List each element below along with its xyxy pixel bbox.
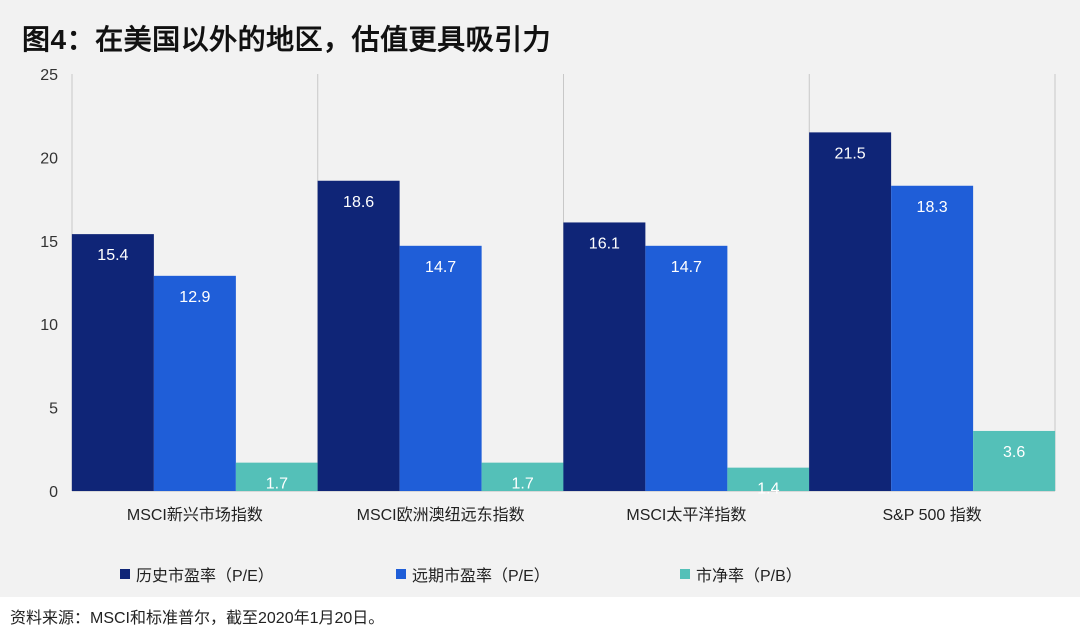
bar — [891, 185, 974, 492]
chart-legend: 历史市盈率（P/E） 远期市盈率（P/E） 市净率（P/B） — [0, 562, 1080, 586]
legend-item: 历史市盈率（P/E） — [120, 562, 274, 586]
bar — [563, 222, 646, 491]
bar-value-label: 14.7 — [425, 259, 456, 276]
bar — [481, 462, 564, 491]
chart-panel: 图4：在美国以外的地区，估值更具吸引力 0 5 10 15 20 25 15.4 12.9 1.… — [0, 0, 1080, 597]
bar — [727, 467, 810, 491]
bar — [153, 275, 236, 491]
bar-value-label: 12.9 — [179, 289, 210, 306]
source-note: 资料来源：MSCI和标准普尔，截至2020年1月20日。 — [10, 610, 385, 627]
chart-title: 图4：在美国以外的地区，估值更具吸引力 — [22, 24, 552, 55]
bar-value-label: 18.3 — [917, 199, 948, 216]
bar-value-label: 1.7 — [512, 476, 534, 493]
bar-value-label: 1.4 — [757, 481, 779, 498]
legend-label: 历史市盈率（P/E） — [136, 568, 274, 585]
legend-swatch — [396, 569, 406, 579]
bar-value-label: 15.4 — [97, 247, 128, 264]
bar — [71, 234, 154, 492]
y-tick-label: 25 — [40, 67, 58, 84]
legend-label: 远期市盈率（P/E） — [412, 568, 550, 585]
x-category-label: MSCI欧洲澳纽远东指数 — [357, 506, 525, 524]
x-category-label: MSCI新兴市场指数 — [127, 506, 263, 524]
bar — [973, 430, 1056, 491]
bar — [645, 245, 728, 491]
legend-swatch — [120, 569, 130, 579]
bar-value-label: 1.7 — [266, 476, 288, 493]
x-category-label: S&P 500 指数 — [882, 506, 981, 524]
x-category-label: MSCI太平洋指数 — [626, 506, 746, 524]
legend-swatch — [680, 569, 690, 579]
bar-value-label: 16.1 — [589, 235, 620, 252]
y-tick-label: 15 — [40, 234, 58, 251]
bar — [235, 462, 318, 491]
y-tick-label: 0 — [49, 484, 58, 501]
bar-value-label: 3.6 — [1003, 444, 1025, 461]
bar — [809, 132, 892, 491]
legend-item: 市净率（P/B） — [680, 562, 802, 586]
y-tick-label: 20 — [40, 150, 58, 167]
bar-value-label: 18.6 — [343, 194, 374, 211]
legend-item: 远期市盈率（P/E） — [396, 562, 550, 586]
bar — [399, 245, 482, 491]
y-tick-label: 5 — [49, 401, 58, 418]
y-tick-label: 10 — [40, 317, 58, 334]
bar-chart: 051015202515.412.91.7MSCI新兴市场指数18.614.71… — [40, 67, 1056, 524]
bar-value-label: 21.5 — [835, 145, 866, 162]
legend-label: 市净率（P/B） — [696, 568, 802, 585]
bar-value-label: 14.7 — [671, 259, 702, 276]
bar — [317, 180, 400, 491]
